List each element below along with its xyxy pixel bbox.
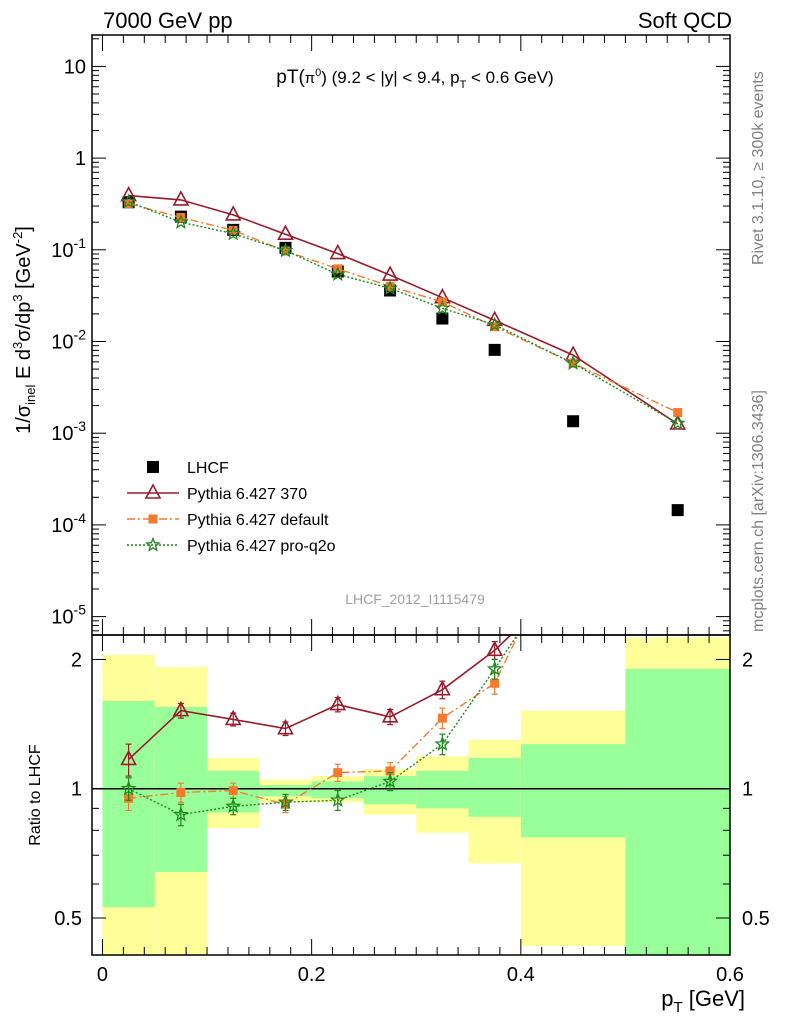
header-right: Soft QCD xyxy=(638,8,732,33)
main-point-pdefault-0 xyxy=(124,198,134,208)
main-point-pq2o-8 xyxy=(565,354,581,370)
main-line-pdefault xyxy=(128,202,678,414)
legend: LHCF Pythia 6.427 370 Pythia 6.427 default… xyxy=(127,460,336,555)
main-ytick-label-5: 10-4 xyxy=(51,510,86,537)
main-ytick-label-2: 10-1 xyxy=(51,235,86,262)
main-line-pq2o xyxy=(128,201,679,425)
main-point-pq2o-0 xyxy=(120,193,137,209)
main-ytick-label-4: 10-3 xyxy=(51,418,86,445)
main-point-p370-1 xyxy=(172,190,190,206)
main-point-pq2o-9 xyxy=(669,415,686,431)
ratio-point-pq2o-3 xyxy=(277,793,294,809)
ratio-point-p370-3 xyxy=(277,718,294,735)
main-point-lhcf-6 xyxy=(436,312,449,325)
band-inner-4 xyxy=(311,781,364,799)
band-inner-3 xyxy=(259,785,312,797)
ratio-point-p370-1 xyxy=(172,700,190,717)
ratio-point-pq2o-6 xyxy=(434,735,451,751)
main-ytick-label-6: 10-5 xyxy=(51,602,86,629)
axes-frames: 10 1 10-1 10-2 10-3 10-4 10-5 0 0.2 0.4 0.6 0.5 0.5 1… xyxy=(51,34,770,986)
ratio-point-pq2o-7 xyxy=(486,660,503,676)
legend-label-pq2o: Pythia 6.427 pro-q2o xyxy=(187,538,336,555)
legend-label-pdefault: Pythia 6.427 default xyxy=(187,512,329,529)
main-point-pdefault-5 xyxy=(385,281,395,291)
main-point-pdefault-8 xyxy=(568,358,578,368)
x-tick-label-1: 0.2 xyxy=(298,964,326,986)
main-plot-series xyxy=(120,185,687,517)
ratio-point-pq2o-1 xyxy=(173,806,189,822)
ratio-point-pdefault-2 xyxy=(228,786,238,796)
ratio-plot-series xyxy=(120,635,519,827)
main-point-p370-2 xyxy=(224,205,242,221)
main-point-pdefault-2 xyxy=(228,225,238,235)
main-ytick-label-0: 10 xyxy=(64,56,86,78)
ratio-point-p370-7 xyxy=(486,640,504,657)
main-point-pdefault-9 xyxy=(673,408,683,418)
main-point-pq2o-2 xyxy=(225,225,242,241)
x-tick-label-2: 0.4 xyxy=(507,964,535,986)
ratio-point-p370-0 xyxy=(120,749,137,766)
ratio-point-pq2o-4 xyxy=(329,792,346,807)
main-point-lhcf-9 xyxy=(671,504,684,517)
main-point-pdefault-7 xyxy=(490,322,500,332)
main-point-pq2o-6 xyxy=(434,299,451,316)
side-text-rivet: Rivet 3.1.10, ≥ 300k events xyxy=(750,71,767,265)
ratio-ytick-label-right-2: 2 xyxy=(742,649,753,671)
ratio-ytick-label-left-0: 0.5 xyxy=(54,908,82,930)
main-point-pq2o-7 xyxy=(486,316,503,332)
ratio-point-pdefault-1 xyxy=(176,787,186,797)
main-point-lhcf-8 xyxy=(567,415,580,428)
main-line-p370 xyxy=(128,194,679,425)
band-inner-7 xyxy=(468,757,521,817)
ratio-point-pdefault-6 xyxy=(437,713,447,723)
main-point-pq2o-5 xyxy=(382,279,399,296)
main-point-lhcf-7 xyxy=(488,343,501,356)
legend-label-lhcf: LHCF xyxy=(187,460,229,477)
side-text-mcplots: mcplots.cern.ch [arXiv:1306.3436] xyxy=(750,390,767,632)
legend-marker-lhcf xyxy=(147,461,159,473)
ratio-point-pq2o-5 xyxy=(382,773,399,789)
ratio-ytick-label-left-1: 1 xyxy=(71,779,82,801)
ratio-series-clipped xyxy=(120,635,519,827)
main-point-p370-3 xyxy=(277,224,294,240)
x-axis-label: pT [GeV] xyxy=(661,986,745,1016)
legend-label-p370: Pythia 6.427 370 xyxy=(187,486,307,503)
ratio-ytick-label-left-2: 2 xyxy=(71,649,82,671)
ratio-point-p370-4 xyxy=(329,694,347,711)
legend-marker-pq2o xyxy=(145,536,161,552)
ratio-y-axis-label: Ratio to LHCF xyxy=(27,744,44,846)
ratio-frame xyxy=(91,634,731,956)
band-inner-6 xyxy=(416,770,469,809)
ratio-point-pq2o-0 xyxy=(120,780,137,796)
x-tick-label-3: 0.6 xyxy=(716,964,744,986)
ratio-point-p370-5 xyxy=(381,707,399,723)
main-y-axis-label: 1/σinel E d3σ/dp3 [GeV-2] xyxy=(10,226,38,434)
ratio-ytick-label-right-1: 1 xyxy=(742,779,753,801)
main-ytick-label-3: 10-2 xyxy=(51,326,86,353)
main-point-pq2o-3 xyxy=(277,242,294,258)
main-point-pq2o-1 xyxy=(173,213,189,229)
analysis-watermark: LHCF_2012_I1115479 xyxy=(345,591,485,607)
legend-marker-pdefault xyxy=(148,514,158,524)
main-point-p370-4 xyxy=(329,243,347,260)
ratio-ytick-label-right-0: 0.5 xyxy=(742,908,770,930)
main-plot-title: pT(π0) (9.2 < |y| < 9.4, pT < 0.6 GeV) xyxy=(276,67,553,91)
ratio-uncertainty-bands xyxy=(102,637,730,955)
band-inner-9 xyxy=(625,669,730,955)
header-left: 7000 GeV pp xyxy=(103,8,233,33)
x-tick-label-0: 0 xyxy=(97,964,108,986)
main-point-pq2o-4 xyxy=(329,265,346,282)
ratio-point-pq2o-2 xyxy=(225,797,242,814)
main-ytick-label-1: 1 xyxy=(75,148,86,170)
ratio-point-pdefault-7 xyxy=(490,678,500,688)
ratio-point-pdefault-5 xyxy=(385,766,395,776)
ratio-point-p370-2 xyxy=(224,709,242,726)
ratio-point-pdefault-4 xyxy=(333,768,343,778)
band-inner-8 xyxy=(520,744,626,838)
main-point-p370-9 xyxy=(669,414,687,430)
legend-marker-p370 xyxy=(144,483,162,499)
ratio-point-p370-6 xyxy=(434,680,451,696)
